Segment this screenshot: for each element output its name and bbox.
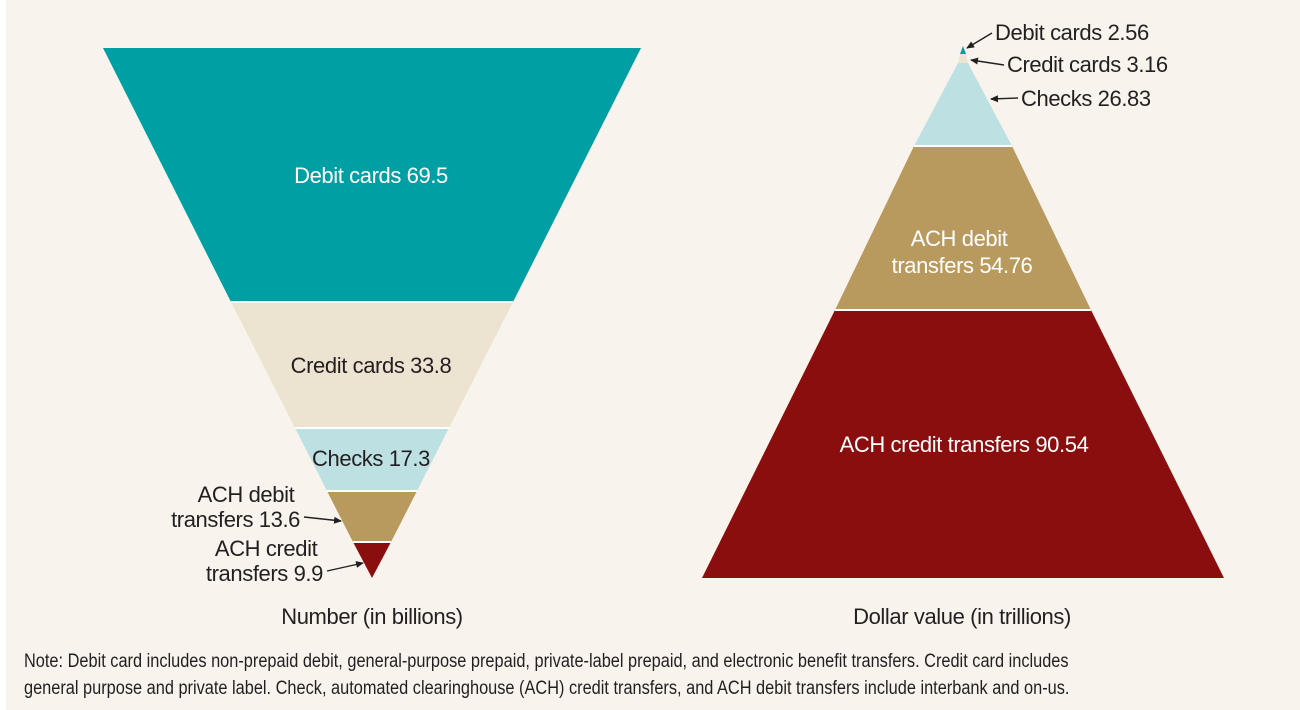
leader-ach-credit-number	[326, 561, 364, 572]
label-ach-debit-number: ACH debit transfers 13.6	[171, 482, 300, 532]
label-ach-debit-number-line2: transfers 13.6	[171, 507, 300, 532]
segment-ach-debit-value	[835, 146, 1091, 310]
label-ach-credit-number-line1: ACH credit	[215, 536, 318, 561]
dollar-value-pyramid: ACH credit transfers 90.54 ACH debit tra…	[702, 20, 1224, 629]
left-edge-strip	[0, 0, 6, 710]
label-ach-debit-number-line1: ACH debit	[198, 482, 295, 507]
label-checks-value: Checks 26.83	[1021, 86, 1151, 111]
footnote: Note: Debit card includes non-prepaid de…	[24, 648, 1109, 702]
label-credit-cards-value: Credit cards 3.16	[1007, 52, 1168, 77]
label-ach-debit-value-line1: ACH debit	[911, 226, 1008, 251]
segment-credit-cards-value	[958, 54, 968, 63]
footnote-line-1: Note: Debit card includes non-prepaid de…	[24, 651, 1069, 672]
segment-credit-cards-number	[231, 302, 513, 428]
axis-label-number: Number (in billions)	[281, 604, 463, 629]
leader-debit-cards-value	[966, 32, 993, 49]
leader-credit-cards-value	[970, 57, 1005, 66]
leader-ach-debit-number	[303, 516, 342, 524]
label-debit-cards-number: Debit cards 69.5	[294, 163, 448, 188]
leader-checks-value	[990, 95, 1019, 103]
segment-ach-credit-value	[702, 310, 1224, 578]
segment-ach-credit-number	[353, 542, 391, 578]
label-ach-debit-value: ACH debit transfers 54.76	[892, 226, 1033, 278]
number-funnel: Debit cards 69.5 Credit cards 33.8 Check…	[103, 48, 641, 629]
label-ach-credit-value: ACH credit transfers 90.54	[840, 432, 1089, 457]
footnote-line-2: general purpose and private label. Check…	[24, 678, 1070, 699]
label-credit-cards-number: Credit cards 33.8	[291, 353, 452, 378]
label-ach-credit-number-line2: transfers 9.9	[206, 561, 323, 586]
label-ach-credit-number: ACH credit transfers 9.9	[206, 536, 323, 586]
funnel-pyramid-chart: Debit cards 69.5 Credit cards 33.8 Check…	[103, 20, 1224, 629]
segment-checks-value	[914, 63, 1012, 146]
segment-debit-cards-number	[103, 48, 641, 302]
segment-checks-number	[295, 428, 449, 491]
label-debit-cards-value: Debit cards 2.56	[995, 20, 1149, 45]
segment-debit-cards-value	[960, 46, 966, 54]
segment-ach-debit-number	[327, 491, 417, 542]
label-checks-number: Checks 17.3	[312, 446, 430, 471]
axis-label-value: Dollar value (in trillions)	[853, 604, 1071, 629]
label-ach-debit-value-line2: transfers 54.76	[892, 253, 1033, 278]
